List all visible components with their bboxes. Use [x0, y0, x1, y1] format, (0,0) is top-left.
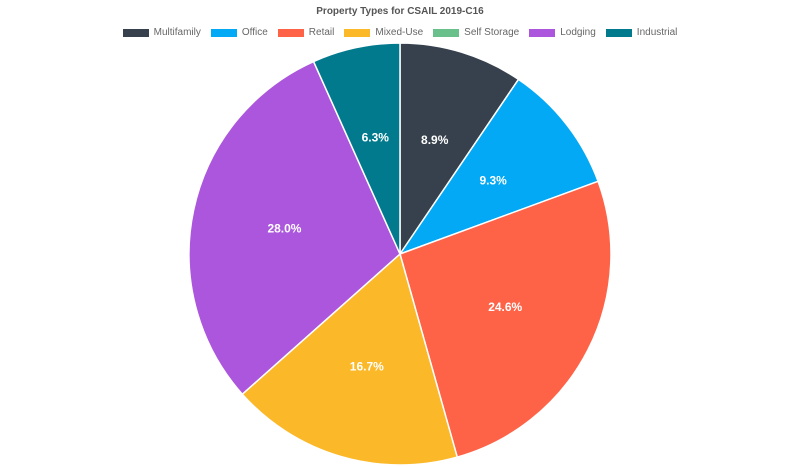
legend-label: Industrial: [636, 27, 678, 38]
legend-item[interactable]: Office: [210, 27, 268, 38]
legend-label: Multifamily: [153, 27, 201, 38]
legend-swatch: [122, 28, 149, 37]
legend-label: Office: [241, 27, 268, 38]
legend-swatch: [433, 28, 460, 37]
pie-slice[interactable]: [398, 78, 600, 256]
slice-label: 8.9%: [421, 133, 449, 147]
slice-label: 16.7%: [350, 360, 384, 374]
pie-slice[interactable]: [399, 180, 612, 459]
legend-swatch: [529, 28, 556, 37]
slice-label: 6.3%: [362, 131, 390, 145]
legend-label: Lodging: [560, 27, 596, 38]
legend-item[interactable]: Multifamily: [122, 27, 201, 38]
pie-slice[interactable]: [188, 60, 401, 396]
legend-swatch: [344, 28, 371, 37]
chart-legend: Multifamily Office Retail Mixed-Use Self Sto…: [0, 27, 800, 38]
legend-item[interactable]: Retail: [277, 27, 335, 38]
slice-label: 9.3%: [479, 173, 507, 187]
legend-label: Mixed-Use: [375, 27, 424, 38]
legend-item[interactable]: Industrial: [605, 27, 678, 38]
legend-swatch: [277, 28, 304, 37]
legend-label: Retail: [308, 27, 335, 38]
pie-slice[interactable]: [399, 42, 520, 257]
slice-label: 28.0%: [267, 221, 301, 235]
legend-item[interactable]: Mixed-Use: [344, 27, 423, 38]
pie-slice[interactable]: [241, 252, 459, 466]
legend-swatch: [605, 28, 632, 37]
legend-swatch: [210, 28, 237, 37]
chart-title: Property Types for CSAIL 2019-C16: [316, 6, 484, 17]
legend-item[interactable]: Lodging: [529, 27, 596, 38]
legend-item[interactable]: Self Storage: [433, 27, 519, 38]
slice-label: 24.6%: [488, 300, 522, 314]
pie-slice[interactable]: [312, 42, 401, 255]
legend-label: Self Storage: [464, 27, 520, 38]
